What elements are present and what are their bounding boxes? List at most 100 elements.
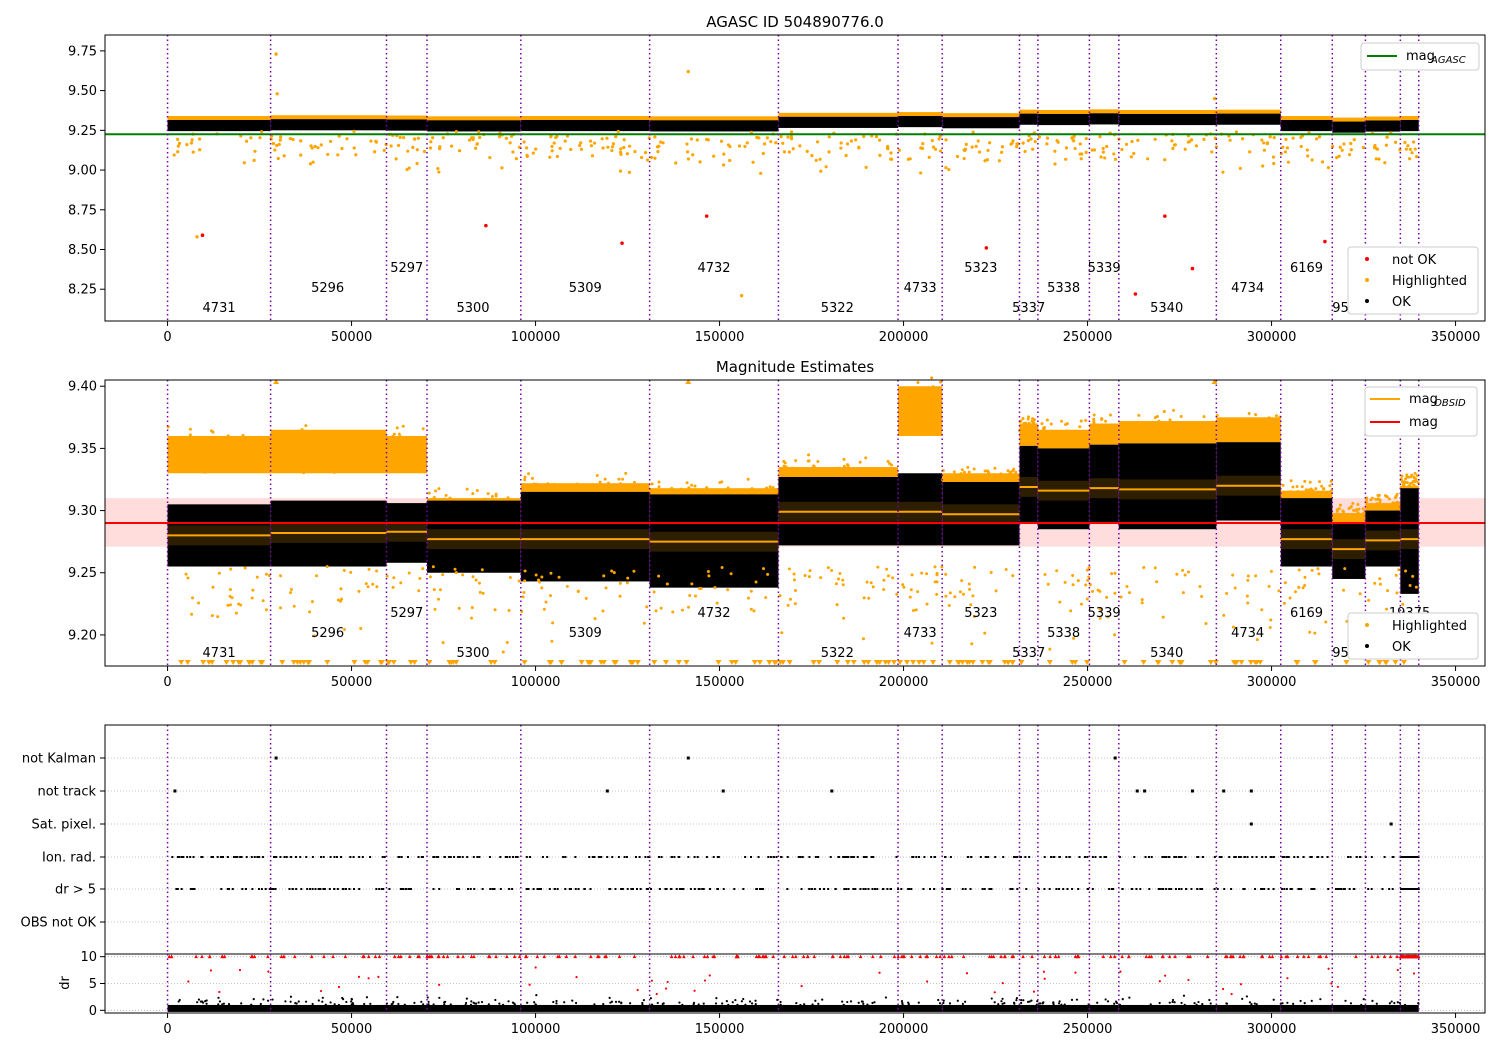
clipped-low-marker: [683, 660, 690, 665]
highlighted-band: [1037, 109, 1090, 116]
highlighted-point: [219, 462, 223, 466]
highlighted-band: [1216, 109, 1281, 116]
ok-band: [778, 116, 899, 128]
highlighted-point: [406, 149, 410, 153]
highlighted-point: [841, 583, 845, 587]
highlighted-point: [679, 487, 683, 491]
clipped-low-marker: [1004, 660, 1011, 665]
highlighted-point: [1289, 479, 1293, 483]
dr-point: [350, 997, 353, 1001]
highlighted-point: [838, 571, 842, 575]
flag-event-marker: [621, 888, 624, 890]
dr-point: [681, 1003, 684, 1006]
highlighted-band: [1089, 109, 1119, 116]
highlighted-point: [842, 616, 846, 620]
highlighted-point: [532, 485, 536, 489]
highlighted-point: [505, 640, 509, 644]
highlighted-point: [1240, 137, 1245, 141]
dr-high-point: [878, 971, 881, 974]
flag-event-marker: [608, 888, 611, 890]
flag-event-marker: [830, 789, 834, 793]
highlighted-band: [1365, 116, 1401, 123]
obsid-label: 4731: [203, 646, 236, 661]
highlighted-point: [721, 163, 726, 167]
obsid-label: 6169: [1290, 606, 1323, 621]
dr-point: [266, 999, 270, 1002]
highlighted-point: [1284, 137, 1288, 141]
dr-clipped-marker: [469, 954, 474, 959]
highlighted-point: [726, 486, 730, 490]
flag-event-marker: [1283, 856, 1286, 858]
highlighted-point: [251, 454, 255, 458]
highlighted-point: [687, 486, 691, 490]
flag-event-marker: [320, 856, 323, 858]
highlighted-point: [671, 610, 675, 614]
highlighted-point: [1071, 574, 1075, 578]
highlighted-point: [869, 581, 873, 585]
highlighted-point: [575, 482, 579, 486]
flag-event-marker: [491, 888, 494, 890]
highlighted-point: [279, 606, 283, 610]
highlighted-point: [601, 609, 605, 613]
flag-event-marker: [256, 856, 259, 858]
highlighted-point: [955, 473, 959, 477]
flag-event-marker: [405, 888, 408, 890]
highlighted-point: [336, 153, 340, 157]
flag-event-marker: [211, 856, 214, 858]
clipped-low-marker: [882, 660, 889, 665]
highlighted-point: [1314, 137, 1319, 141]
dr-point: [1063, 1003, 1066, 1006]
highlighted-point: [1084, 583, 1088, 587]
highlighted-point: [862, 596, 866, 600]
highlighted-point: [1297, 585, 1301, 589]
flag-event-marker: [1410, 888, 1413, 890]
dr-band: [649, 1004, 779, 1012]
highlighted-point: [971, 594, 975, 598]
highlighted-point: [1170, 139, 1174, 143]
highlighted-point: [1102, 429, 1106, 433]
highlighted-point: [522, 590, 526, 594]
highlighted-point: [525, 154, 529, 159]
highlighted-point: [680, 608, 684, 612]
flag-event-marker: [466, 856, 469, 858]
flag-event-marker: [1317, 856, 1320, 858]
highlighted-point: [465, 487, 469, 491]
highlighted-point: [834, 582, 838, 586]
flag-event-marker: [1197, 856, 1200, 858]
highlighted-point: [1189, 138, 1194, 142]
highlighted-point: [190, 138, 194, 142]
flag-event-marker: [870, 856, 873, 858]
highlighted-point: [1022, 421, 1026, 425]
highlighted-point: [642, 621, 646, 625]
flag-event-marker: [564, 856, 567, 858]
clipped-low-marker: [324, 660, 331, 665]
highlighted-point: [1030, 419, 1034, 423]
highlighted-point: [920, 146, 925, 150]
ok-band: [1400, 488, 1419, 594]
flag-event-marker: [733, 888, 736, 890]
highlighted-point: [461, 573, 465, 577]
highlighted-point: [1054, 442, 1058, 446]
highlighted-point: [1045, 142, 1049, 146]
highlighted-point: [1119, 595, 1123, 599]
clipped-low-marker: [956, 660, 963, 665]
flag-event-marker: [671, 856, 674, 858]
flag-event-marker: [644, 856, 647, 858]
clipped-low-marker: [850, 660, 857, 665]
dr-clipped-marker: [281, 954, 286, 959]
highlighted-point: [1000, 150, 1004, 154]
dr-point: [740, 1000, 743, 1003]
flag-event-marker: [222, 856, 225, 858]
highlighted-point: [277, 142, 281, 147]
flag-event-marker: [818, 888, 821, 890]
highlighted-point: [1342, 510, 1346, 514]
highlighted-point: [749, 589, 753, 593]
highlighted-point: [1027, 427, 1031, 431]
flag-event-marker: [458, 856, 461, 858]
dr-clipped-marker: [1376, 954, 1380, 959]
dr-point: [609, 1001, 612, 1004]
dr-clipped-marker: [222, 954, 227, 959]
dr-clipped-marker: [1144, 954, 1149, 959]
clipped-low-marker: [1238, 660, 1245, 665]
flag-event-marker: [969, 888, 972, 890]
